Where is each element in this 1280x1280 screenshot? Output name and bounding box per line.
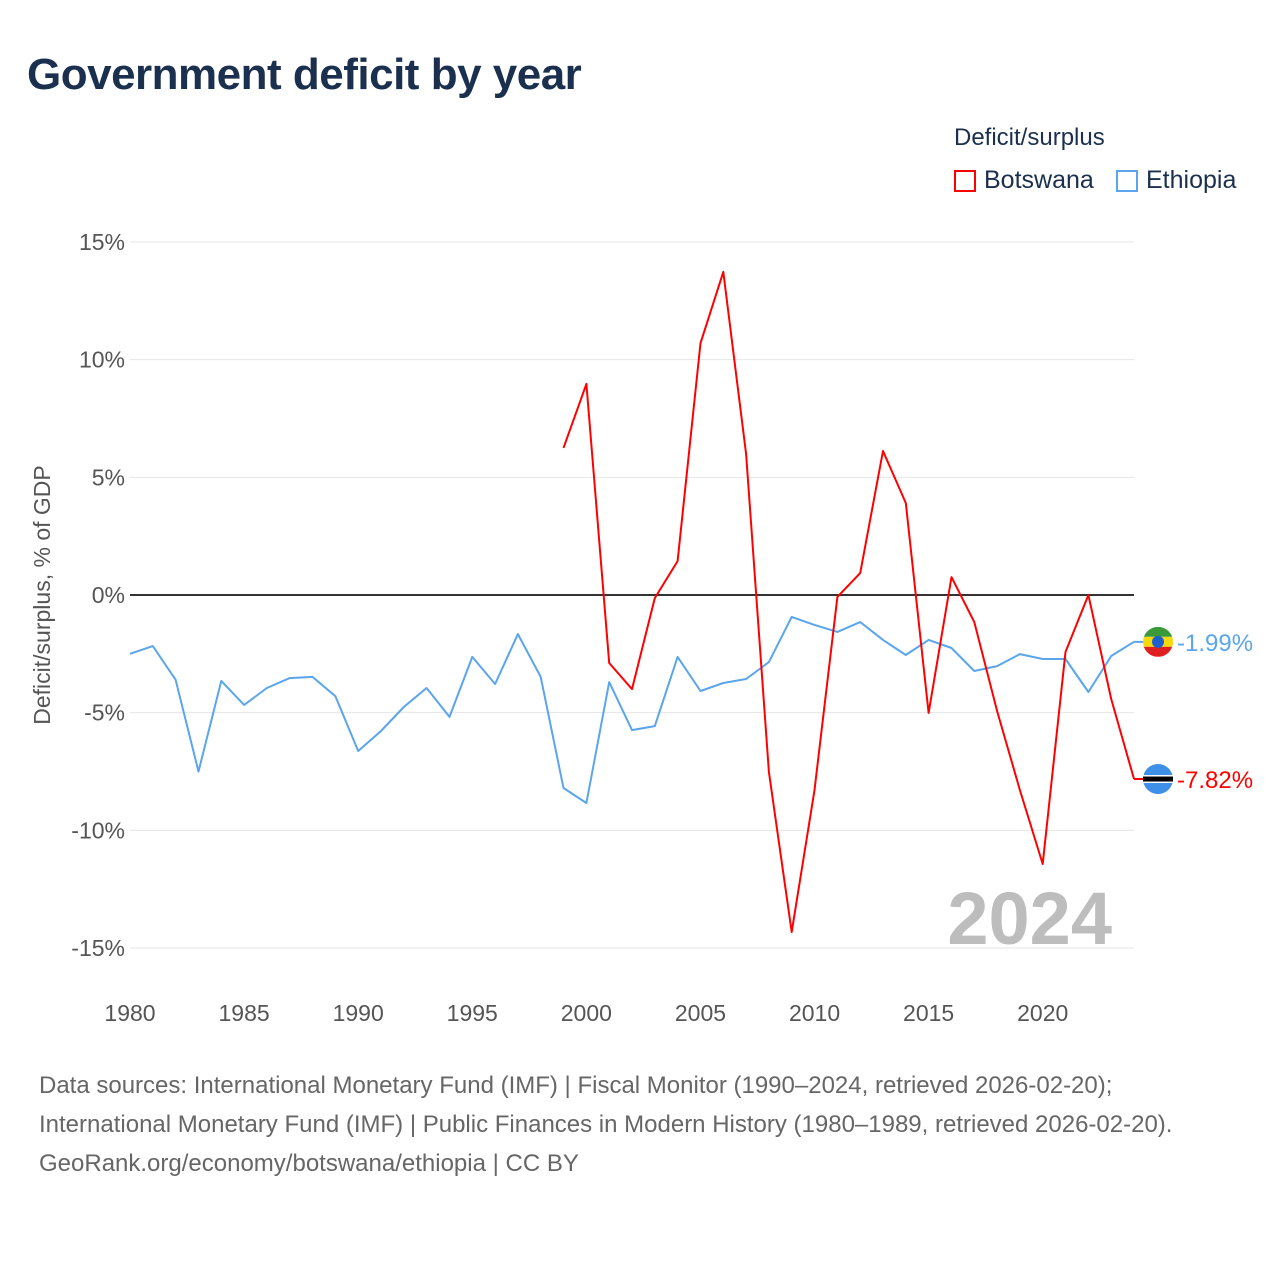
y-axis-label: Deficit/surplus, % of GDP bbox=[29, 465, 55, 724]
legend-item-ethiopia[interactable]: Ethiopia bbox=[1116, 166, 1236, 195]
y-tick-label: -15% bbox=[71, 935, 125, 961]
footer: Data sources: International Monetary Fun… bbox=[39, 1066, 1239, 1183]
y-tick-label: 15% bbox=[79, 229, 125, 255]
end-value-label: -7.82% bbox=[1177, 767, 1253, 794]
legend-title: Deficit/surplus bbox=[954, 124, 1105, 151]
y-tick-label: -5% bbox=[84, 700, 125, 726]
y-tick-label: -10% bbox=[71, 817, 125, 843]
series-line-ethiopia bbox=[129, 615, 1135, 804]
source-link[interactable]: GeoRank.org/economy/botswana/ethiopia | … bbox=[39, 1150, 579, 1177]
x-tick-label: 2020 bbox=[1017, 1000, 1068, 1026]
x-tick-label: 2005 bbox=[675, 1000, 726, 1026]
legend-item-botswana[interactable]: Botswana bbox=[954, 166, 1094, 195]
legend-swatch-ethiopia bbox=[1116, 169, 1138, 192]
flag-stripe bbox=[1143, 646, 1173, 657]
x-tick-label: 2000 bbox=[561, 1000, 612, 1026]
data-sources: Data sources: International Monetary Fun… bbox=[39, 1072, 1173, 1138]
y-tick-label: 0% bbox=[92, 582, 125, 608]
x-tick-label: 1980 bbox=[104, 1000, 155, 1026]
flag-stripe bbox=[1143, 626, 1173, 637]
legend-swatch-botswana bbox=[954, 169, 976, 192]
flag-emblem bbox=[1152, 635, 1164, 648]
x-tick-label: 2010 bbox=[789, 1000, 840, 1026]
end-value-label: -1.99% bbox=[1177, 630, 1253, 657]
x-tick-label: 1995 bbox=[447, 1000, 498, 1026]
x-tick-label: 1985 bbox=[219, 1000, 270, 1026]
series-line-botswana bbox=[562, 270, 1135, 933]
x-tick-label: 2015 bbox=[903, 1000, 954, 1026]
flag-stripe bbox=[1143, 776, 1173, 782]
page-title: Government deficit by year bbox=[27, 50, 582, 99]
legend-label: Ethiopia bbox=[1146, 166, 1237, 194]
legend-label: Botswana bbox=[984, 166, 1094, 194]
x-tick-label: 1990 bbox=[333, 1000, 384, 1026]
year-watermark: 2024 bbox=[947, 877, 1112, 960]
y-tick-label: 5% bbox=[92, 464, 125, 490]
y-tick-label: 10% bbox=[79, 347, 125, 373]
